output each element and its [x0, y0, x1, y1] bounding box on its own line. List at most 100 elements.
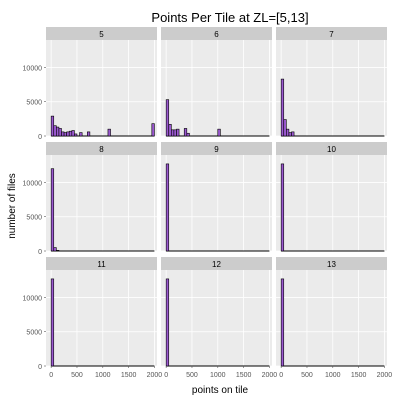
histogram-bar: [53, 247, 57, 252]
histogram-bar: [79, 132, 83, 137]
histogram-bar: [165, 278, 170, 367]
facet-strip-label: 7: [329, 30, 334, 39]
facet-strip: [46, 27, 157, 40]
x-tick-label: 2000: [377, 372, 393, 379]
y-tick-label: 10000: [23, 180, 43, 187]
histogram-bar: [280, 78, 285, 137]
histogram-bar: [165, 99, 170, 137]
x-tick-label: 1000: [210, 372, 226, 379]
x-tick-label: 1500: [351, 372, 367, 379]
y-tick-label: 0: [38, 364, 42, 371]
histogram-bar: [56, 126, 60, 137]
x-tick-label: 500: [186, 372, 198, 379]
facet-panel-5: 5 0 5000 10000: [23, 27, 157, 141]
facet-strip: [276, 142, 387, 155]
histogram-bar: [63, 132, 67, 137]
x-tick-label: 2000: [262, 372, 278, 379]
facet-strip: [161, 27, 272, 40]
x-axis-label: points on tile: [192, 385, 249, 396]
facet-strip: [276, 27, 387, 40]
x-tick-label: 0: [279, 372, 283, 379]
facet-panel-9: 9: [161, 142, 272, 252]
histogram-bar: [171, 129, 175, 137]
histogram-bar: [165, 163, 170, 252]
y-tick-label: 0: [38, 249, 42, 256]
histogram-bar: [107, 128, 111, 137]
x-tick-label: 500: [301, 372, 313, 379]
histogram-bar: [66, 131, 70, 137]
histogram-bar: [280, 163, 285, 252]
panel-background: [276, 40, 387, 136]
histogram-bar: [50, 278, 55, 367]
histogram-bar: [71, 130, 75, 137]
histogram-bar: [68, 130, 73, 137]
y-tick-label: 5000: [26, 100, 42, 107]
panel-background: [276, 155, 387, 251]
facet-strip: [46, 142, 157, 155]
panel-background: [46, 270, 157, 366]
y-tick-label: 10000: [23, 65, 43, 72]
x-tick-label: 1500: [236, 372, 252, 379]
panel-background: [161, 40, 272, 136]
facet-panel-13: 13 0 500 1000 1500 2000: [276, 257, 392, 379]
facet-panel-8: 8 0 5000 10000: [23, 142, 157, 256]
histogram-bar: [74, 133, 78, 137]
histogram-bar: [50, 168, 55, 252]
histogram-bar: [291, 131, 295, 137]
panel-background: [276, 270, 387, 366]
histogram-bar: [288, 132, 292, 137]
histogram-bar: [50, 115, 55, 137]
x-tick-label: 0: [164, 372, 168, 379]
histogram-bar: [280, 278, 285, 367]
facet-panel-7: 7: [276, 27, 387, 137]
facet-strip: [46, 257, 157, 270]
histogram-bar: [168, 124, 172, 137]
histogram-bar: [53, 125, 57, 137]
facet-panel-12: 12 0 500 1000 1500 2000: [161, 257, 277, 379]
histogram-bar: [56, 250, 60, 252]
histogram-bar: [58, 128, 62, 137]
panel-background: [161, 270, 272, 366]
y-tick-label: 10000: [23, 295, 43, 302]
histogram-bar: [87, 131, 91, 137]
x-tick-label: 1500: [121, 372, 137, 379]
histogram-bar: [151, 123, 155, 137]
facet-panel-10: 10: [276, 142, 387, 252]
facet-strip-label: 12: [212, 260, 221, 269]
histogram-bar: [61, 131, 65, 137]
panel-background: [46, 40, 157, 136]
facet-strip-label: 10: [327, 145, 336, 154]
histogram-bar: [186, 132, 190, 137]
facet-panel-6: 6: [161, 27, 272, 137]
x-tick-label: 2000: [147, 372, 163, 379]
y-tick-label: 0: [38, 134, 42, 141]
y-tick-label: 5000: [26, 215, 42, 222]
histogram-bar: [173, 129, 177, 137]
histogram-bar: [283, 119, 287, 137]
facet-strip: [161, 142, 272, 155]
panel-background: [46, 155, 157, 251]
histogram-bar: [217, 128, 221, 137]
panel-background: [161, 155, 272, 251]
x-tick-label: 1000: [325, 372, 341, 379]
chart-title: Points Per Tile at ZL=[5,13]: [151, 10, 308, 25]
facet-strip-label: 6: [214, 30, 219, 39]
facet-strip-label: 8: [99, 145, 104, 154]
x-tick-label: 1000: [95, 372, 111, 379]
facet-strip-label: 11: [97, 260, 106, 269]
facet-strip: [276, 257, 387, 270]
histogram-bar: [176, 128, 180, 137]
facet-panel-11: 11 0 5000 10000 0 500 1000 1500 2000: [23, 257, 163, 379]
facet-strip: [161, 257, 272, 270]
histogram-bar: [286, 128, 290, 137]
y-tick-label: 5000: [26, 330, 42, 337]
facet-strip-label: 9: [214, 145, 219, 154]
x-tick-label: 0: [49, 372, 53, 379]
x-tick-label: 500: [71, 372, 83, 379]
histogram-bar: [183, 128, 188, 137]
facet-strip-label: 5: [99, 30, 104, 39]
facet-strip-label: 13: [327, 260, 336, 269]
y-axis-label: number of files: [7, 173, 18, 239]
